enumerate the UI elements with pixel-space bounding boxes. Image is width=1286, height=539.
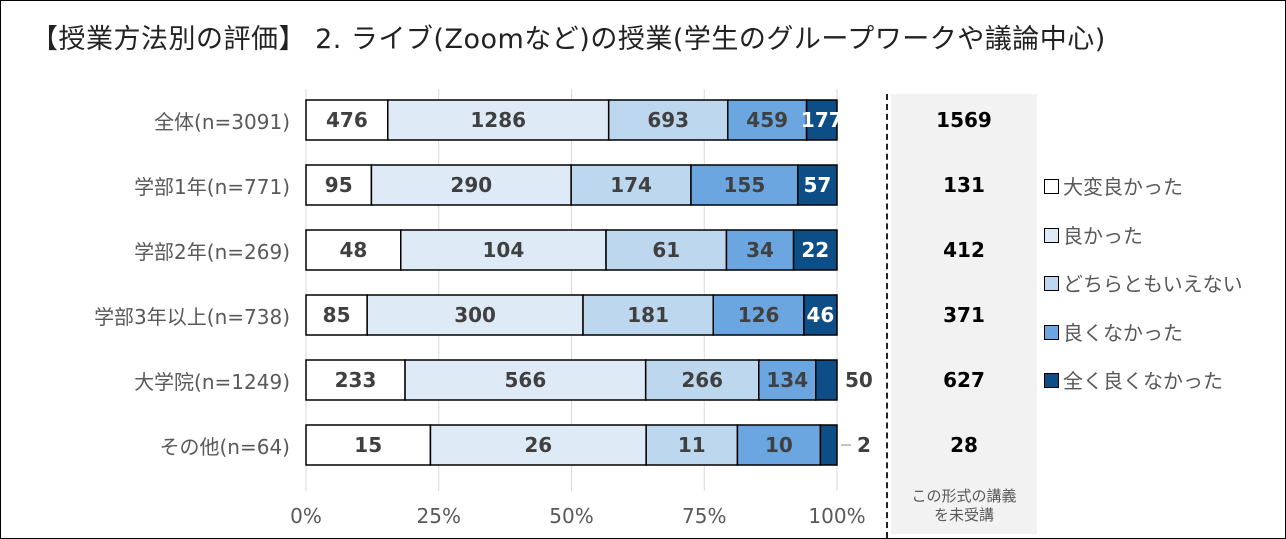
data-label: 459	[746, 108, 788, 132]
data-label: 233	[335, 368, 377, 392]
data-label: 11	[678, 433, 706, 457]
bar-segment	[736, 424, 822, 466]
category-label: その他(n=64)	[159, 435, 291, 459]
bar-segment	[726, 99, 808, 141]
legend-item: 良くなかった	[1044, 317, 1183, 346]
data-label: 46	[807, 303, 835, 327]
untaken-count: 371	[943, 303, 985, 327]
data-label: 476	[326, 108, 368, 132]
bar-segment	[366, 294, 584, 336]
legend-item: 大変良かった	[1044, 171, 1183, 200]
untaken-count: 627	[943, 368, 985, 392]
bar-segment	[607, 99, 729, 141]
x-tick-label: 75%	[682, 504, 727, 528]
data-label: 266	[681, 368, 723, 392]
legend-label: どちらともいえない	[1063, 272, 1243, 296]
data-label: 1286	[470, 108, 526, 132]
bar-segment	[819, 424, 838, 466]
category-label: 学部3年以上(n=738)	[94, 305, 290, 329]
bar-segment	[387, 99, 610, 141]
legend-swatch	[1044, 373, 1059, 388]
bar-segment	[712, 294, 805, 336]
data-label: 15	[354, 433, 382, 457]
untaken-label-line-2: を未受講	[933, 506, 994, 524]
data-label: 181	[627, 303, 669, 327]
data-label: 85	[323, 303, 351, 327]
category-label: 大学院(n=1249)	[134, 370, 290, 394]
bar-segment	[814, 359, 838, 401]
data-label: 177	[801, 108, 843, 132]
bar-segment	[305, 164, 373, 206]
bar-segment	[429, 424, 647, 466]
x-tick-label: 0%	[290, 504, 322, 528]
bar-segment	[570, 164, 692, 206]
untaken-count: 131	[943, 173, 985, 197]
legend-label: 全く良くなかった	[1063, 369, 1223, 393]
data-label: 693	[647, 108, 689, 132]
legend-swatch	[1044, 324, 1059, 340]
x-tick-label: 100%	[808, 504, 866, 528]
data-label: 300	[454, 303, 496, 327]
data-label: 2	[857, 433, 871, 457]
data-label: 155	[723, 173, 765, 197]
untaken-label-line-1: この形式の講義	[911, 487, 1017, 505]
bar-segment	[305, 99, 389, 141]
data-label: 48	[339, 238, 367, 262]
category-label: 学部2年(n=269)	[134, 240, 290, 264]
legend-label: 良かった	[1063, 223, 1143, 248]
bar-segment	[792, 229, 838, 271]
untaken-column-bg	[891, 94, 1037, 534]
data-label: 290	[450, 173, 492, 197]
untaken-count: 28	[950, 433, 978, 457]
untaken-count: 412	[943, 238, 985, 262]
bar-segment	[805, 99, 838, 141]
data-label: 57	[803, 173, 831, 197]
bar-segment	[644, 359, 760, 401]
legend-item: 全く良くなかった	[1044, 365, 1223, 394]
legend-swatch	[1044, 276, 1059, 291]
x-tick-label: 25%	[416, 504, 461, 528]
data-label: 34	[746, 238, 774, 262]
data-label: 50	[845, 368, 873, 392]
data-label: 174	[610, 173, 652, 197]
untaken-count: 1569	[936, 108, 992, 132]
legend-swatch	[1044, 227, 1059, 243]
data-label: 134	[766, 368, 808, 392]
data-label: 22	[801, 238, 829, 262]
data-label: 95	[325, 173, 353, 197]
data-label: 10	[765, 433, 793, 457]
bar-segment	[305, 229, 402, 271]
data-label: 61	[652, 238, 680, 262]
data-label: 566	[504, 368, 546, 392]
chart-title: 【授業方法別の評価】 2. ライブ(Zoomなど)の授業(学生のグループワークや…	[31, 24, 1106, 55]
bar-segment	[305, 294, 368, 336]
bar-segment	[758, 359, 817, 401]
x-tick-label: 50%	[549, 504, 594, 528]
bar-segment	[690, 164, 799, 206]
bar-segment	[404, 359, 647, 401]
dashed-divider	[886, 94, 888, 538]
untaken-label: この形式の講義 を未受講	[891, 487, 1037, 525]
legend-item: 良かった	[1044, 220, 1143, 249]
data-label: 126	[738, 303, 780, 327]
legend-label: 良くなかった	[1063, 320, 1183, 345]
data-label: 26	[524, 433, 552, 457]
bar-segment	[725, 229, 795, 271]
category-label: 全体(n=3091)	[154, 110, 290, 134]
legend-item: どちらともいえない	[1044, 268, 1243, 297]
bar-segment	[645, 424, 739, 466]
data-label: 104	[483, 238, 525, 262]
bar-segment	[582, 294, 714, 336]
bar-segment	[796, 164, 838, 206]
bar-segment	[370, 164, 572, 206]
legend-swatch	[1044, 179, 1059, 194]
bar-segment	[803, 294, 838, 336]
legend-label: 大変良かった	[1063, 175, 1183, 199]
category-label: 学部1年(n=771)	[134, 175, 290, 199]
